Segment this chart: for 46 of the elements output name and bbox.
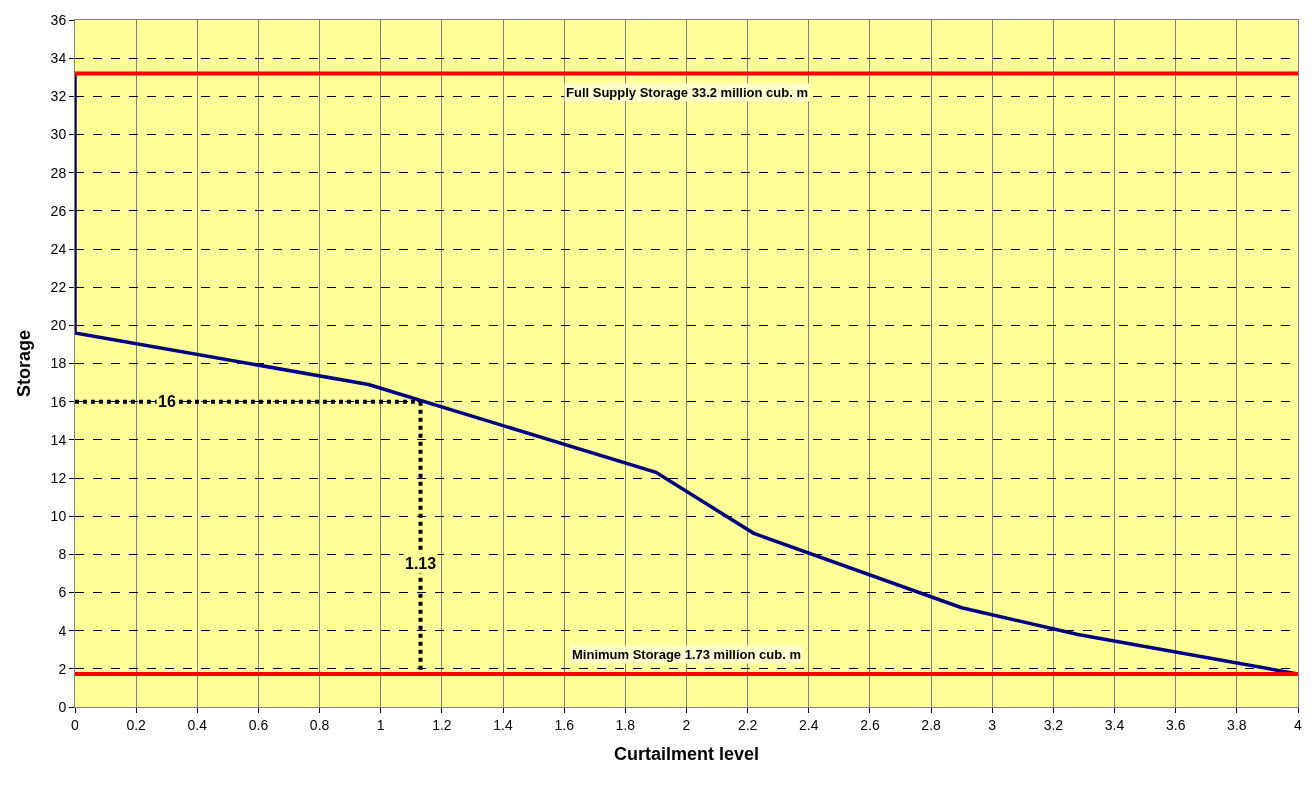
- y-tick-label: 0: [58, 698, 67, 715]
- ref-line-label: Minimum Storage 1.73 million cub. m: [572, 647, 801, 662]
- y-tick-label: 24: [50, 240, 67, 257]
- x-tick-label: 2: [682, 716, 691, 733]
- x-tick-label: 3.8: [1227, 716, 1247, 733]
- y-tick-label: 26: [50, 202, 67, 219]
- x-tick-label: 1.6: [554, 716, 575, 733]
- x-tick-label: 3: [988, 716, 997, 733]
- y-tick-label: 34: [50, 50, 67, 67]
- annotation: 16: [158, 393, 176, 410]
- y-tick-label: 28: [50, 164, 67, 181]
- x-tick-label: 3.2: [1043, 716, 1064, 733]
- y-tick-label: 18: [50, 355, 67, 372]
- x-tick-label: 4: [1294, 716, 1303, 733]
- x-tick-label: 3.6: [1165, 716, 1186, 733]
- x-axis-title: Curtailment level: [613, 743, 760, 764]
- x-tick-label: 1: [376, 716, 385, 733]
- x-tick-label: 1.8: [615, 716, 636, 733]
- annotation: 1.13: [405, 555, 437, 572]
- y-tick-label: 32: [50, 88, 67, 105]
- y-tick-label: 8: [58, 546, 67, 563]
- x-tick-label: 2.6: [860, 716, 880, 733]
- x-tick-label: 2.8: [921, 716, 942, 733]
- y-tick-label: 22: [50, 279, 67, 296]
- y-tick-label: 36: [50, 11, 67, 28]
- y-tick-label: 10: [50, 508, 67, 525]
- ref-line-label: Full Supply Storage 33.2 million cub. m: [566, 85, 808, 100]
- x-tick-label: 0.6: [248, 716, 269, 733]
- y-tick-label: 30: [50, 126, 67, 143]
- x-tick-label: 1.2: [432, 716, 452, 733]
- x-tick-label: 2.4: [799, 716, 819, 733]
- x-tick-label: 3.4: [1104, 716, 1125, 733]
- y-axis-title: Storage: [13, 329, 34, 398]
- y-tick-label: 2: [58, 660, 67, 677]
- y-tick-label: 14: [50, 431, 67, 448]
- x-tick-label: 0.2: [126, 716, 147, 733]
- y-tick-label: 4: [58, 622, 67, 639]
- y-tick-label: 20: [50, 317, 67, 334]
- x-tick-label: 0.4: [187, 716, 208, 733]
- y-tick-label: 6: [58, 584, 67, 601]
- x-tick-label: 1.4: [493, 716, 513, 733]
- y-tick-label: 12: [50, 469, 67, 486]
- y-tick-label: 16: [50, 393, 67, 410]
- x-tick-label: 0.8: [309, 716, 330, 733]
- x-tick-label: 0: [71, 716, 80, 733]
- x-tick-label: 2.2: [737, 716, 758, 733]
